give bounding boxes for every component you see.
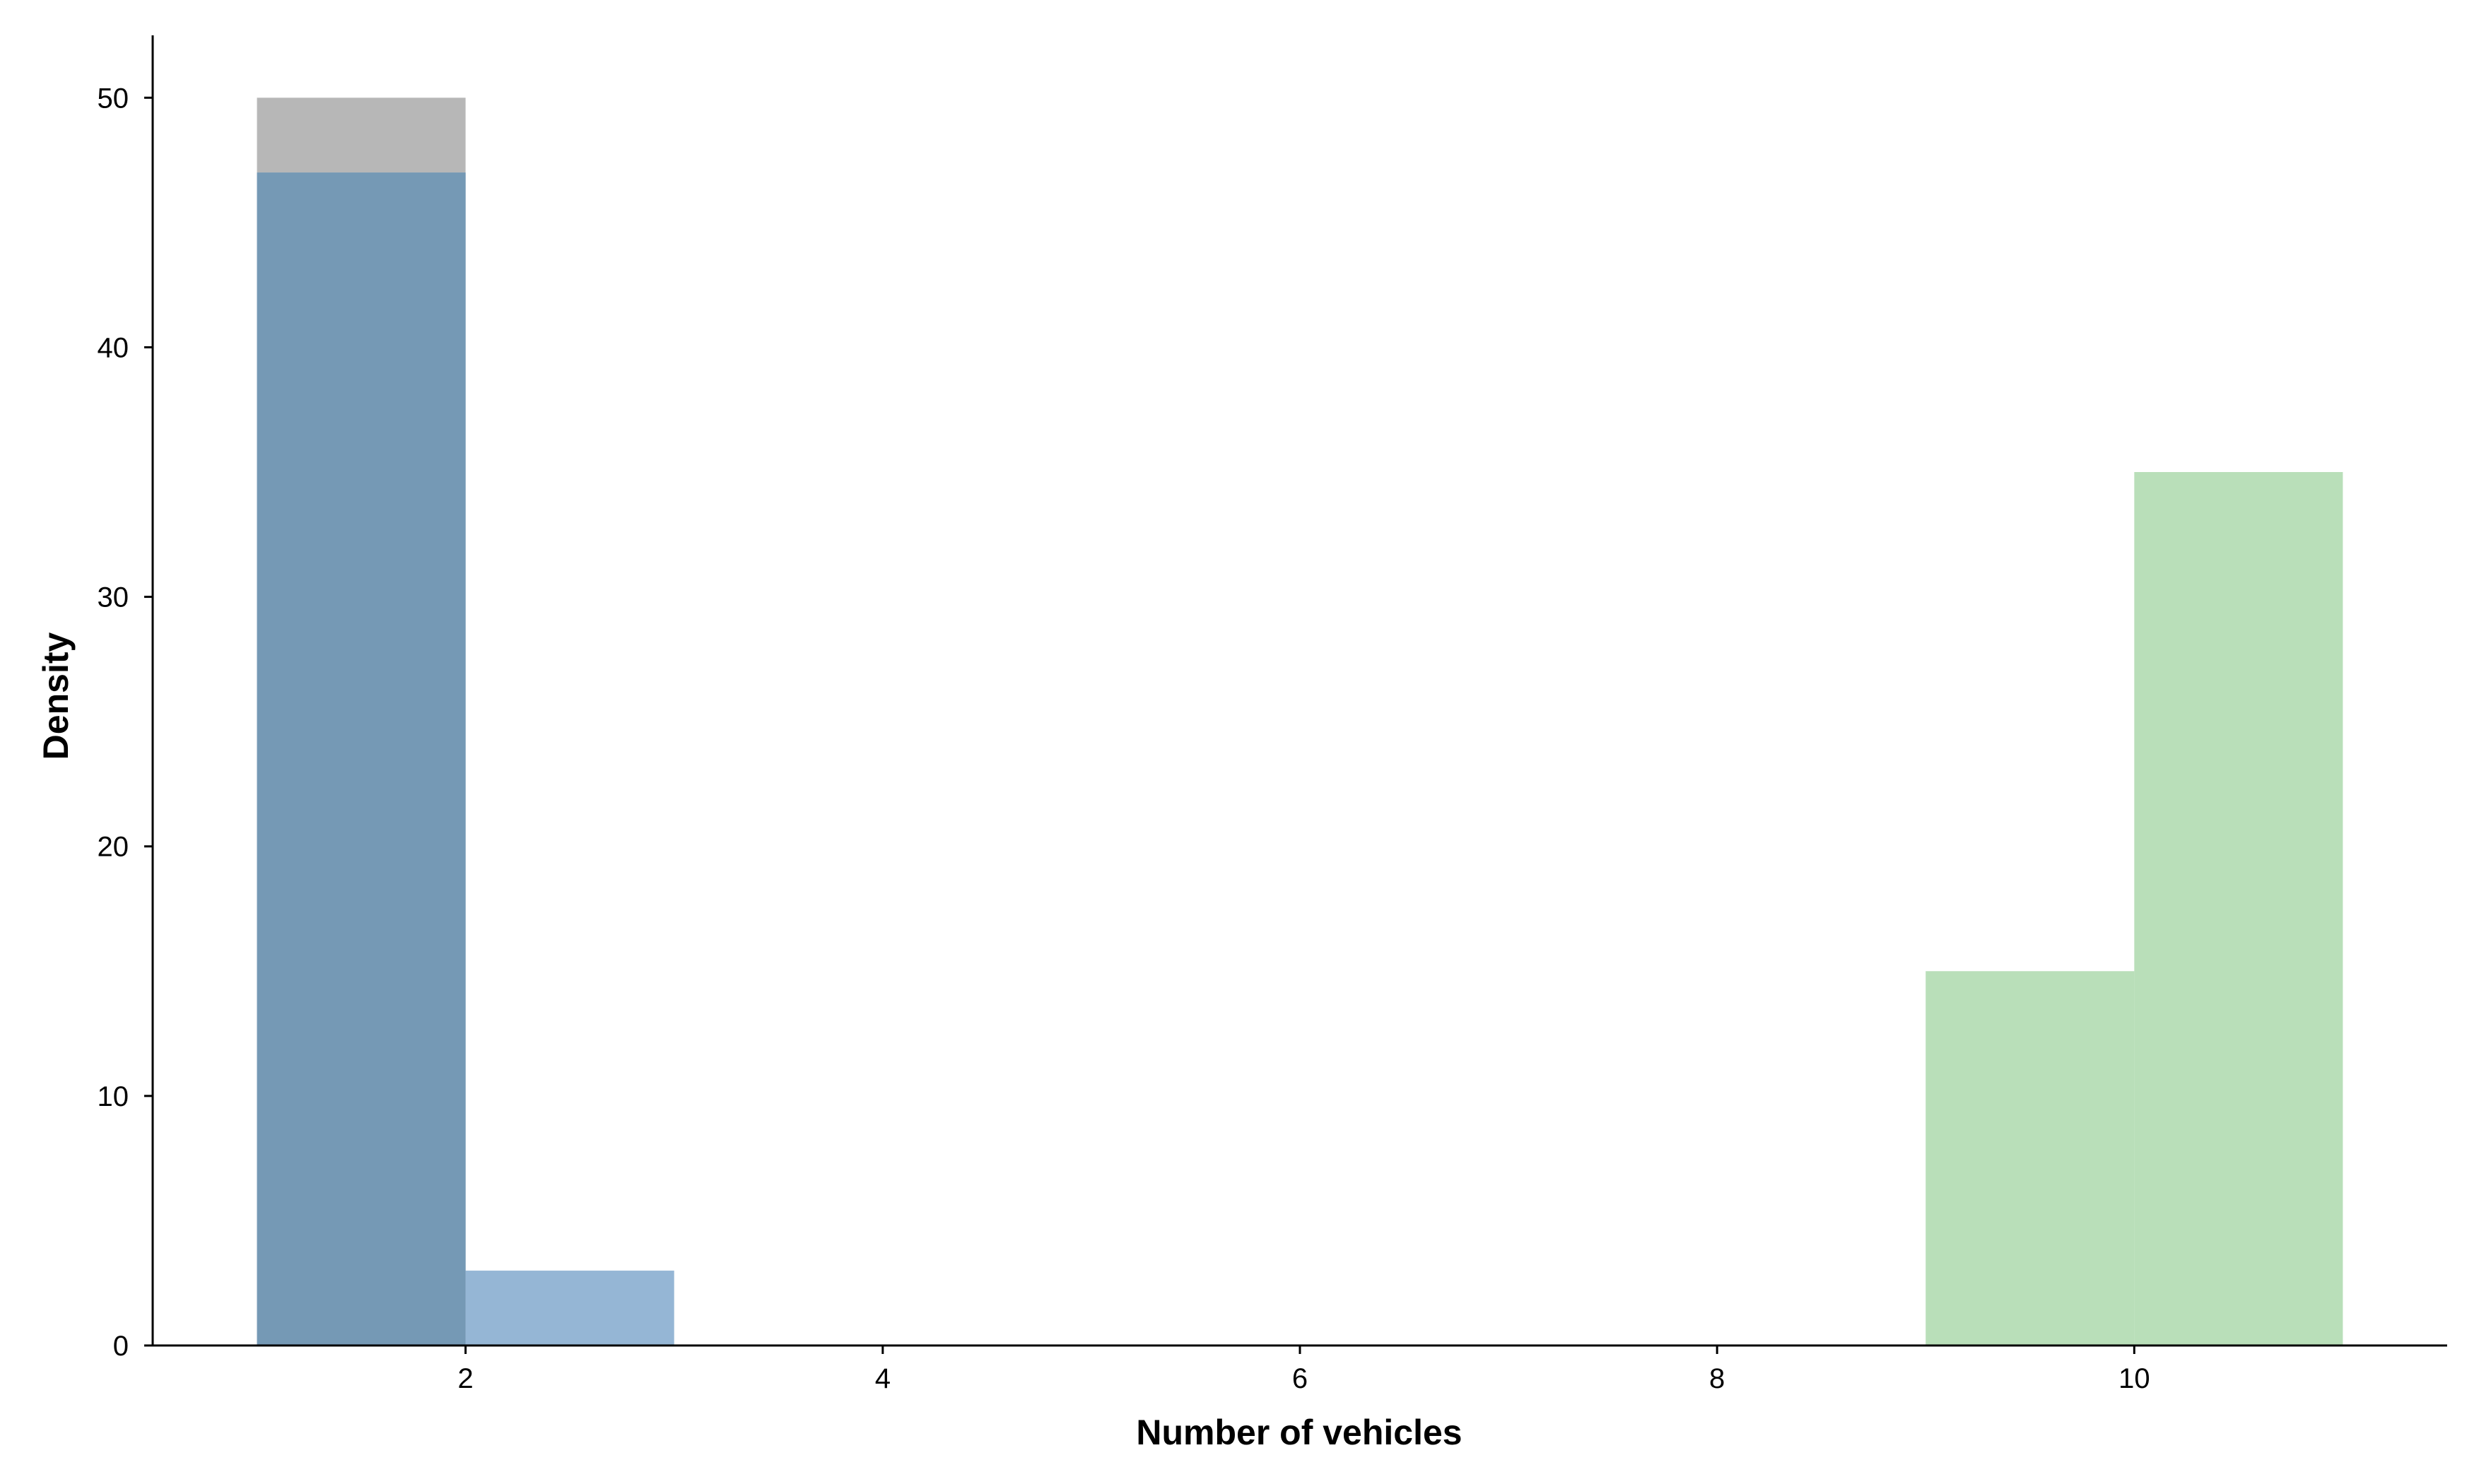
x-tick-label: 2: [458, 1363, 474, 1394]
histogram-bar: [465, 1271, 674, 1345]
y-axis-title: Density: [36, 632, 76, 760]
y-tick-label: 0: [113, 1331, 129, 1362]
x-ticks: 2 4 6 8 10: [458, 1345, 2150, 1394]
y-tick-label: 10: [98, 1081, 129, 1112]
x-tick-label: 8: [1709, 1363, 1725, 1394]
x-tick-label: 4: [875, 1363, 891, 1394]
histogram-bar: [2134, 472, 2343, 1345]
y-ticks: 0 10 20 30 40 50: [98, 83, 153, 1362]
x-tick-label: 6: [1292, 1363, 1308, 1394]
axes-layer: [145, 35, 2447, 1347]
histogram-bar-overlap: [257, 172, 466, 1346]
y-tick-label: 20: [98, 832, 129, 863]
y-tick-label: 30: [98, 582, 129, 613]
x-tick-label: 10: [2118, 1363, 2150, 1394]
y-tick-label: 50: [98, 83, 129, 114]
histogram-bar: [1925, 971, 2135, 1345]
y-tick-label: 40: [98, 332, 129, 363]
bars-layer: [257, 98, 2343, 1346]
x-axis-title: Number of vehicles: [1136, 1413, 1462, 1452]
